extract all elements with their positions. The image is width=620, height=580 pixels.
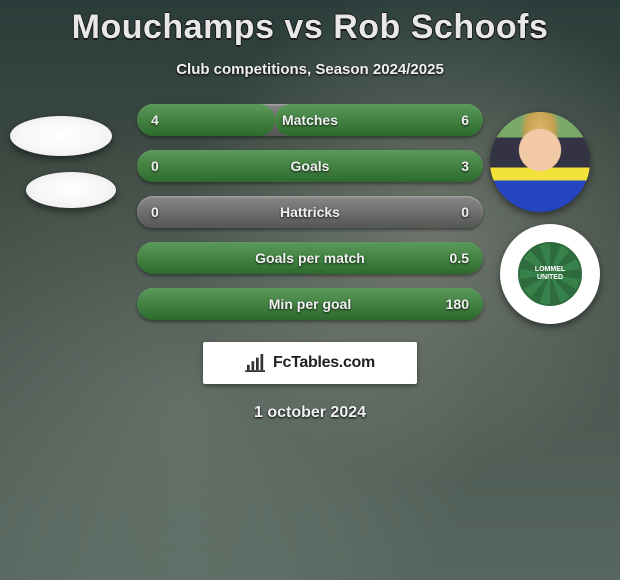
- player-left-placeholder-1: [10, 116, 112, 156]
- stat-label: Goals: [291, 158, 330, 174]
- stat-row: Min per goal 180: [137, 288, 483, 320]
- comparison-card: Mouchamps vs Rob Schoofs Club competitio…: [0, 0, 620, 580]
- watermark-text: FcTables.com: [273, 354, 375, 372]
- watermark: FcTables.com: [203, 342, 417, 384]
- stat-value-right: 0.5: [450, 250, 469, 266]
- player-left-placeholder-2: [26, 172, 116, 208]
- stat-row: 0 Goals 3: [137, 150, 483, 182]
- stat-label: Hattricks: [280, 204, 340, 220]
- stat-value-left: 4: [151, 112, 159, 128]
- bar-chart-icon: [245, 354, 267, 372]
- date-text: 1 october 2024: [254, 404, 366, 422]
- stat-label: Goals per match: [255, 250, 365, 266]
- stat-label: Min per goal: [269, 296, 351, 312]
- page-title: Mouchamps vs Rob Schoofs: [72, 8, 549, 47]
- page-subtitle: Club competitions, Season 2024/2025: [176, 61, 444, 78]
- crest-text: LOMMEL UNITED: [535, 266, 565, 281]
- stat-value-left: 0: [151, 158, 159, 174]
- crest-icon: LOMMEL UNITED: [510, 234, 590, 314]
- stat-row: 0 Hattricks 0: [137, 196, 483, 228]
- club-right-crest: LOMMEL UNITED: [500, 224, 600, 324]
- stat-label: Matches: [282, 112, 338, 128]
- player-right-face-illustration: [490, 112, 590, 212]
- stat-value-right: 0: [461, 204, 469, 220]
- stat-value-right: 180: [446, 296, 469, 312]
- stat-row: 4 Matches 6: [137, 104, 483, 136]
- stat-value-right: 6: [461, 112, 469, 128]
- stat-row: Goals per match 0.5: [137, 242, 483, 274]
- player-right-photo: [490, 112, 590, 212]
- stat-value-left: 0: [151, 204, 159, 220]
- stat-value-right: 3: [461, 158, 469, 174]
